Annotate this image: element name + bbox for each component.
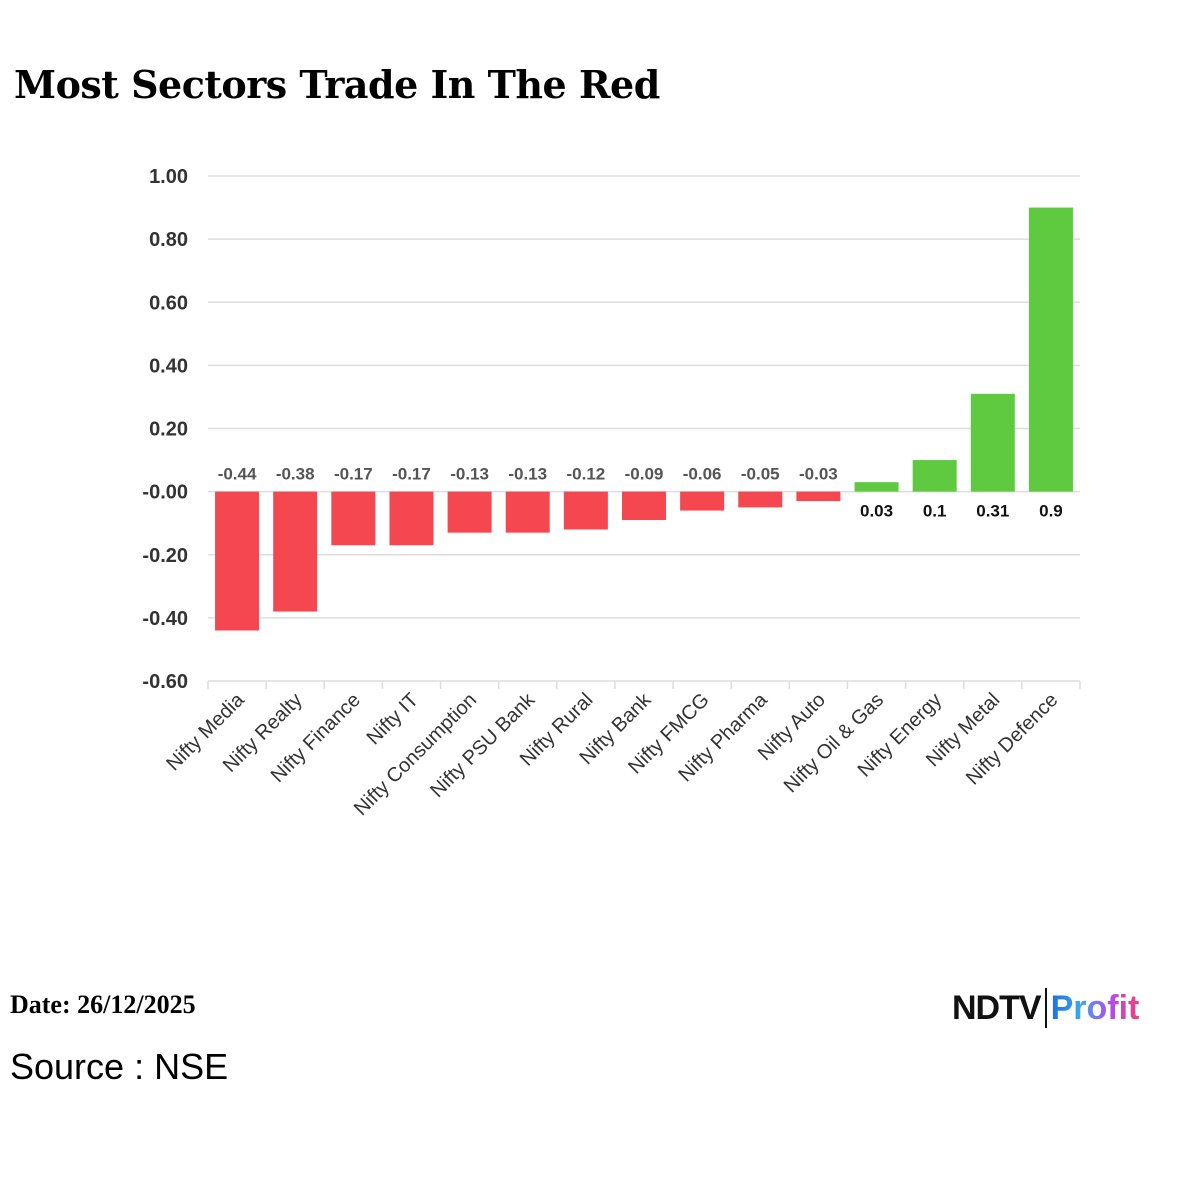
- data-label: -0.44: [218, 465, 257, 484]
- bar: [912, 460, 957, 492]
- y-tick-label: 0.60: [149, 292, 188, 314]
- bar: [622, 491, 666, 521]
- data-label: -0.03: [799, 465, 838, 484]
- bar: [389, 491, 434, 546]
- y-tick-label: -0.00: [142, 482, 188, 504]
- bar: [738, 491, 783, 508]
- y-tick-label: 0.20: [149, 419, 188, 441]
- y-tick-label: 0.80: [149, 229, 188, 251]
- data-label: -0.05: [741, 465, 780, 484]
- data-label: -0.17: [334, 465, 373, 484]
- bar: [970, 393, 1015, 492]
- data-label: -0.13: [450, 465, 489, 484]
- y-tick-label: 0.40: [149, 355, 188, 377]
- data-label: -0.12: [566, 465, 605, 484]
- ndtv-profit-logo: NDTV Profit: [952, 988, 1139, 1028]
- bar: [447, 491, 492, 533]
- bar: [331, 491, 376, 546]
- logo-ndtv: NDTV: [952, 988, 1042, 1027]
- x-tick-label: Nifty PSU Bank: [426, 688, 540, 802]
- data-label: 0.1: [923, 502, 947, 521]
- y-tick-label: -0.20: [142, 545, 188, 567]
- data-label: 0.03: [860, 502, 893, 521]
- bar: [680, 491, 725, 511]
- bar: [1028, 207, 1073, 492]
- bar: [505, 491, 550, 533]
- chart-title: Most Sectors Trade In The Red: [14, 62, 660, 107]
- data-label: 0.31: [976, 502, 1009, 521]
- x-tick-label: Nifty Oil & Gas: [780, 689, 888, 797]
- bar: [273, 491, 318, 612]
- data-label: -0.09: [625, 465, 664, 484]
- data-label: 0.9: [1039, 502, 1063, 521]
- bar: [215, 491, 260, 631]
- y-tick-label: -0.60: [142, 671, 188, 693]
- date-label: Date: 26/12/2025: [10, 990, 196, 1019]
- bar: [796, 491, 841, 502]
- data-label: -0.17: [392, 465, 431, 484]
- y-tick-label: 1.00: [149, 166, 188, 188]
- data-label: -0.13: [508, 465, 547, 484]
- y-tick-label: -0.40: [142, 608, 188, 630]
- bar: [563, 491, 608, 530]
- logo-divider: [1044, 988, 1047, 1028]
- source-label: Source : NSE: [10, 1046, 229, 1087]
- data-label: -0.38: [276, 465, 315, 484]
- logo-profit: Profit: [1050, 988, 1140, 1027]
- bar: [854, 482, 899, 492]
- data-label: -0.06: [683, 465, 722, 484]
